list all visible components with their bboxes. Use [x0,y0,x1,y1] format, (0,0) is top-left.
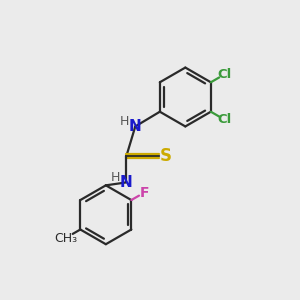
Text: F: F [139,186,149,200]
Text: Cl: Cl [218,68,232,81]
Text: CH₃: CH₃ [54,232,77,244]
Text: N: N [120,175,133,190]
Text: S: S [159,147,171,165]
Text: H: H [111,171,120,184]
Text: Cl: Cl [218,113,232,126]
Text: H: H [119,115,129,128]
Text: N: N [129,119,142,134]
